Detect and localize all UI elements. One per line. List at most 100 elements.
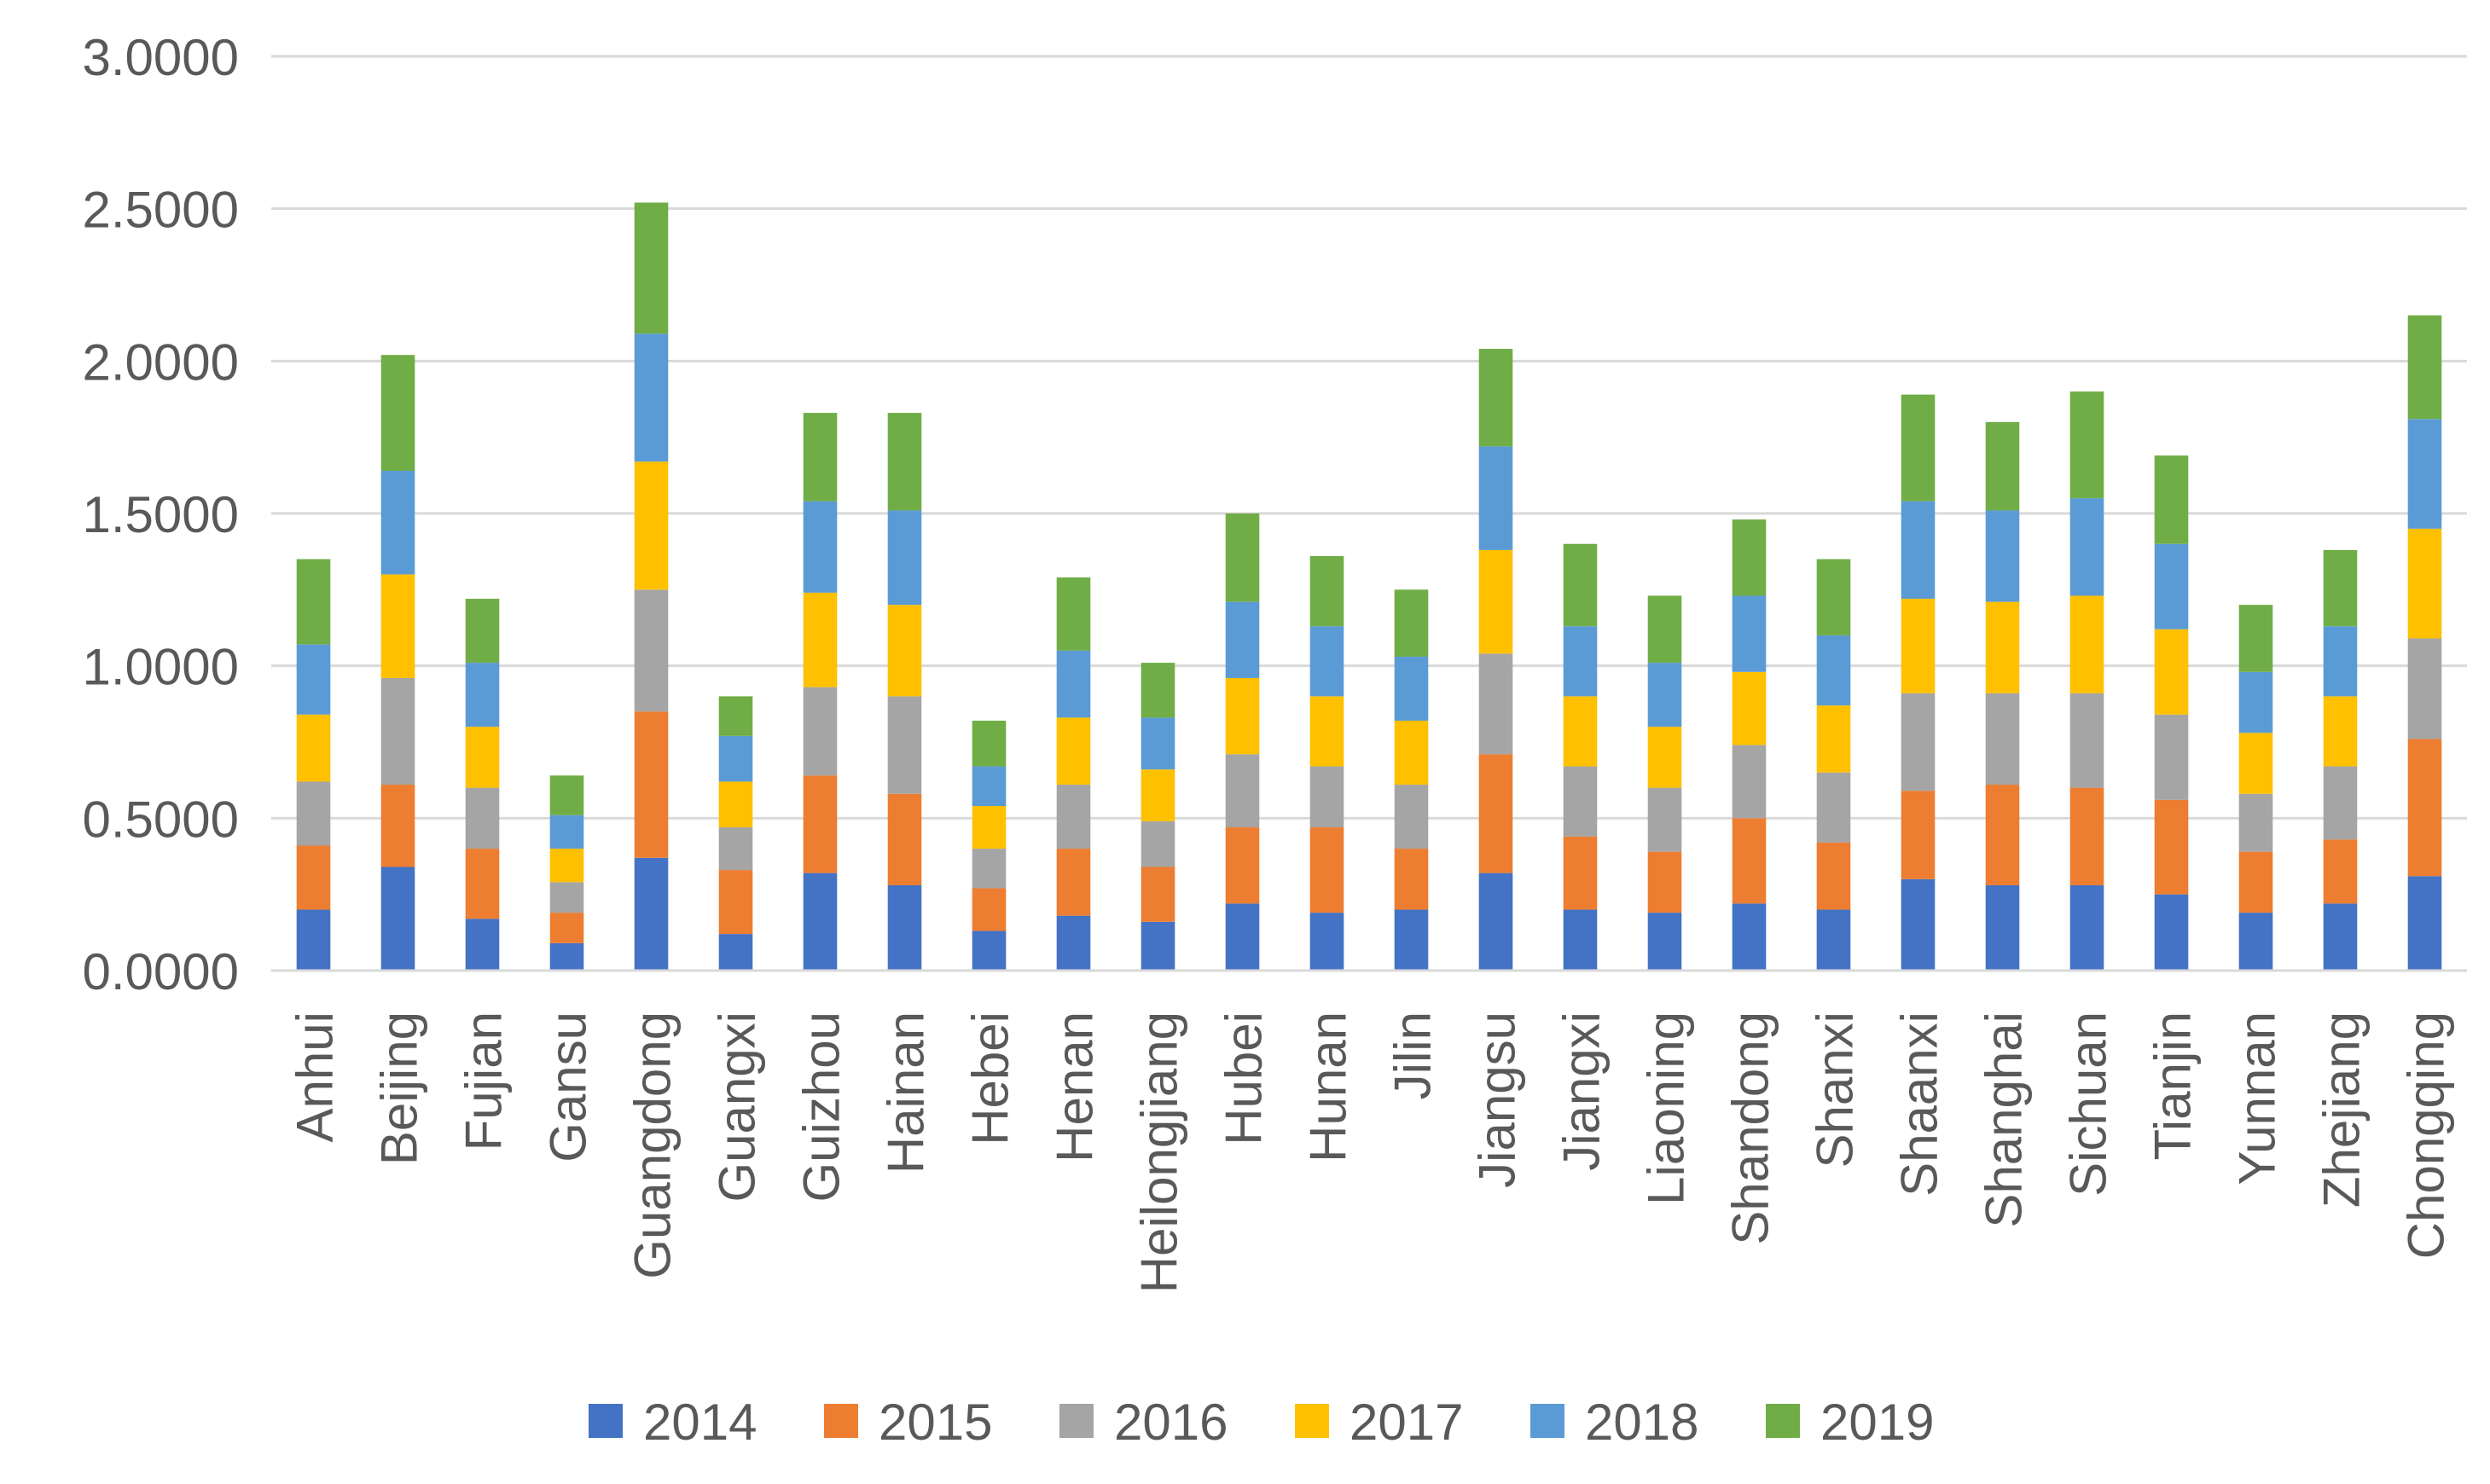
- bar-segment-2017-liaoning: [1647, 727, 1682, 788]
- bar-segment-2016-shaanxi: [1901, 693, 1936, 791]
- bar-segment-2019-gansu: [549, 775, 584, 815]
- bar-segment-2019-henan: [1056, 577, 1091, 651]
- x-tick-label: Guangdong: [624, 1012, 682, 1279]
- bar-segment-2017-guangdong: [634, 461, 669, 590]
- bar-segment-2016-jiangxi: [1563, 766, 1598, 837]
- bar-segment-2017-hubei: [1225, 677, 1260, 755]
- x-tick-label: Tianjin: [2145, 1012, 2202, 1161]
- bar-segment-2014-fujian: [465, 919, 500, 971]
- bar-segment-2018-anhui: [296, 644, 331, 715]
- bar-segment-2016-tianjin: [2154, 714, 2189, 800]
- bar-segment-2017-shaanxi: [1901, 599, 1936, 693]
- bar-segment-2019-heilongjiang: [1141, 663, 1175, 718]
- x-tick-label: Guangxi: [709, 1012, 766, 1202]
- legend: 2014 2015 2016 2017 2018 2019: [589, 1394, 1934, 1451]
- bar-segment-2019-jiangsu: [1478, 349, 1513, 447]
- y-tick-label: 2.5000: [82, 182, 239, 239]
- bar-segment-2019-yunnan: [2238, 605, 2273, 672]
- x-tick-label: Yunnan: [2229, 1012, 2286, 1185]
- bar-segment-2014-hubei: [1225, 903, 1260, 971]
- bar-segment-2015-guangdong: [634, 711, 669, 858]
- bar-segment-2015-jilin: [1394, 849, 1429, 910]
- x-tick-label: Fujian: [456, 1012, 513, 1151]
- x-tick-label: Shaanxi: [1891, 1012, 1948, 1197]
- bar-segment-2017-yunnan: [2238, 733, 2273, 794]
- bar-segment-2016-heilongjiang: [1141, 820, 1175, 867]
- bar-segment-2014-yunnan: [2238, 913, 2273, 971]
- bar-segment-2014-anhui: [296, 909, 331, 971]
- bar-segment-2019-tianjin: [2154, 455, 2189, 544]
- bar-segment-2015-guizhou: [803, 775, 838, 873]
- legend-swatch-2014: [589, 1404, 623, 1438]
- bar-segment-2019-guizhou: [803, 413, 838, 501]
- bar-segment-2014-hunan: [1309, 913, 1344, 971]
- bar-segment-2015-sichuan: [2069, 787, 2104, 885]
- bar-segment-2016-hebei: [972, 849, 1007, 889]
- x-tick-label: Hubei: [1216, 1012, 1273, 1145]
- bar-segment-2017-shanxi: [1816, 705, 1851, 773]
- bar-segment-2018-zhejiang: [2323, 626, 2358, 697]
- bar-segment-2015-shanghai: [1985, 785, 2020, 885]
- legend-swatch-2017: [1295, 1404, 1329, 1438]
- x-tick-label: Jiangsu: [1469, 1012, 1526, 1188]
- x-tick-label: Liaoning: [1638, 1012, 1695, 1205]
- x-tick-label: Beijing: [371, 1012, 428, 1165]
- bar-segment-2017-jiangsu: [1478, 549, 1513, 654]
- bar-segment-2015-shaanxi: [1901, 791, 1936, 879]
- bar-segment-2019-fujian: [465, 599, 500, 664]
- bar-segment-2018-hunan: [1309, 626, 1344, 697]
- bar-segment-2016-guangxi: [718, 827, 753, 871]
- bars: [296, 202, 2442, 971]
- bar-segment-2017-gansu: [549, 849, 584, 883]
- bar-segment-2017-tianjin: [2154, 629, 2189, 715]
- bar-segment-2015-hunan: [1309, 827, 1344, 913]
- bar-segment-2015-heilongjiang: [1141, 867, 1175, 922]
- bar-segment-2015-henan: [1056, 849, 1091, 916]
- bar-segment-2019-hunan: [1309, 556, 1344, 627]
- x-tick-label: Heilongjiang: [1131, 1012, 1188, 1293]
- bar-segment-2014-hebei: [972, 930, 1007, 971]
- bar-segment-2014-heilongjiang: [1141, 921, 1175, 971]
- x-tick-label: Jilin: [1384, 1012, 1442, 1099]
- bar-segment-2018-jiangsu: [1478, 446, 1513, 550]
- bar-segment-2015-shanxi: [1816, 842, 1851, 910]
- x-tick-label: Guizhou: [793, 1012, 850, 1202]
- x-tick-label: Sichuan: [2060, 1012, 2117, 1197]
- bar-segment-2015-hebei: [972, 888, 1007, 931]
- bar-segment-2015-yunnan: [2238, 851, 2273, 913]
- bar-segment-2017-fujian: [465, 727, 500, 788]
- bar-segment-2014-jiangxi: [1563, 909, 1598, 971]
- bar-segment-2018-sichuan: [2069, 498, 2104, 596]
- bar-segment-2017-hunan: [1309, 696, 1344, 767]
- bar-segment-2018-chongqing: [2407, 419, 2442, 529]
- bar-segment-2017-heilongjiang: [1141, 769, 1175, 821]
- bar-segment-2016-yunnan: [2238, 793, 2273, 852]
- bar-segment-2019-shanghai: [1985, 421, 2020, 511]
- bar-segment-2014-jiangsu: [1478, 872, 1513, 971]
- bar-segment-2019-shaanxi: [1901, 394, 1936, 501]
- bar-segment-2015-chongqing: [2407, 739, 2442, 877]
- bar-segment-2014-hainan: [887, 884, 922, 971]
- legend-swatch-2019: [1766, 1404, 1800, 1438]
- bar-segment-2017-hebei: [972, 806, 1007, 849]
- bar-segment-2014-gansu: [549, 942, 584, 971]
- legend-label-2017: 2017: [1349, 1394, 1463, 1451]
- x-tick-label: Hunan: [1300, 1012, 1357, 1162]
- bar-segment-2014-shanxi: [1816, 909, 1851, 971]
- bar-segment-2016-shanghai: [1985, 693, 2020, 785]
- bar-segment-2016-liaoning: [1647, 787, 1682, 852]
- bar-segment-2018-heilongjiang: [1141, 717, 1175, 770]
- bar-segment-2018-shaanxi: [1901, 501, 1936, 600]
- legend-label-2018: 2018: [1585, 1394, 1698, 1451]
- bar-segment-2014-shanghai: [1985, 884, 2020, 971]
- bar-segment-2018-hubei: [1225, 601, 1260, 678]
- bar-segment-2018-liaoning: [1647, 663, 1682, 728]
- bar-segment-2018-gansu: [549, 814, 584, 849]
- bar-segment-2019-hainan: [887, 413, 922, 511]
- bar-segment-2014-tianjin: [2154, 894, 2189, 971]
- bar-segment-2014-sichuan: [2069, 884, 2104, 971]
- bar-segment-2016-zhejiang: [2323, 766, 2358, 840]
- x-tick-label: Hebei: [962, 1012, 1019, 1145]
- bar-segment-2014-zhejiang: [2323, 903, 2358, 971]
- bar-segment-2015-hubei: [1225, 827, 1260, 904]
